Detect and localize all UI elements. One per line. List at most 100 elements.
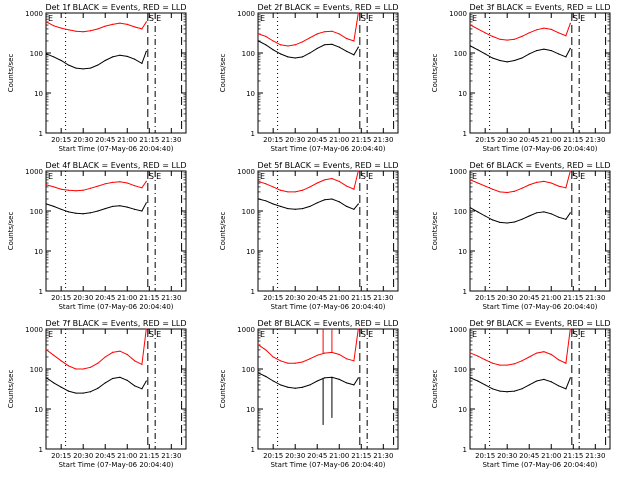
detector-plot-6f: Det 6f BLACK = Events, RED = LLD 1 10 100 10…	[431, 161, 611, 311]
x-axis-label: Start Time (07-May-06 20:04:40)	[270, 461, 385, 469]
events-data-point	[82, 392, 84, 394]
start-marker-label: E	[260, 330, 265, 339]
events-data-point	[134, 208, 136, 210]
x-tick-label: 21:30	[161, 452, 181, 460]
y-tick-label: 1000	[449, 168, 467, 176]
events-data-point	[67, 211, 70, 213]
lld-data-point	[331, 30, 333, 32]
lld-data-point	[338, 353, 340, 356]
y-tick-label: 10	[34, 406, 43, 414]
events-data-point	[75, 392, 77, 394]
events-data-point	[265, 200, 267, 202]
events-data-point	[484, 215, 486, 217]
events-data-point	[294, 57, 296, 59]
lld-data-point	[338, 33, 340, 35]
events-data-point	[309, 52, 311, 54]
lld-data-point	[145, 21, 147, 23]
lld-data-point	[89, 187, 92, 189]
events-series-line	[470, 207, 571, 224]
saa-end-marker: E	[580, 330, 585, 339]
x-tick-label: 20:30	[285, 452, 305, 460]
events-data-point	[558, 385, 560, 387]
y-tick-label: 1000	[237, 10, 255, 18]
events-data-point	[521, 388, 523, 390]
events-data-point	[119, 54, 121, 56]
events-data-point	[357, 377, 359, 379]
events-data-point	[279, 53, 282, 55]
lld-data-point	[484, 185, 486, 187]
x-axis-label: Start Time (07-May-06 20:04:40)	[482, 461, 597, 469]
events-data-point	[272, 49, 274, 51]
events-data-point	[45, 377, 48, 379]
detector-plot-5f: Det 5f BLACK = Events, RED = LLD 1 10 100 10…	[219, 161, 399, 311]
events-data-point	[67, 390, 70, 392]
lld-data-point	[491, 362, 494, 364]
lld-data-point	[104, 25, 106, 27]
events-data-point	[97, 387, 99, 389]
start-marker-label: E	[472, 172, 477, 181]
lld-data-point	[569, 328, 571, 330]
y-tick-label: 10	[458, 90, 467, 98]
lld-data-point	[309, 358, 311, 360]
saa-end-marker: E	[156, 14, 161, 23]
events-data-point	[323, 199, 326, 201]
saa-end-marker: E	[580, 14, 585, 23]
y-tick-label: 10	[458, 406, 467, 414]
events-data-point	[346, 382, 348, 384]
y-tick-label: 10	[34, 90, 43, 98]
events-data-point	[279, 205, 282, 208]
events-data-point	[301, 56, 304, 58]
lld-data-point	[506, 39, 508, 41]
lld-data-point	[506, 191, 508, 194]
lld-data-point	[346, 37, 348, 40]
lld-data-point	[82, 189, 84, 191]
events-data-point	[97, 210, 99, 212]
saa-end-marker: E	[368, 14, 373, 23]
lld-data-point	[477, 182, 479, 184]
events-data-point	[353, 208, 355, 210]
lld-data-point	[119, 181, 121, 183]
detector-plot-4f: Det 4f BLACK = Events, RED = LLD 1 10 100 10…	[7, 161, 187, 311]
events-data-point	[565, 56, 567, 58]
plot-frame	[257, 170, 399, 292]
lld-data-point	[134, 26, 136, 28]
saa-start-marker: S	[361, 172, 366, 181]
detector-plot-2f: Det 2f BLACK = Events, RED = LLD 1 10 100 10…	[219, 3, 399, 153]
lld-data-point	[272, 186, 274, 188]
events-data-point	[558, 216, 560, 218]
x-tick-label: 21:15	[351, 452, 371, 460]
saa-start-marker: S	[361, 330, 366, 339]
y-tick-label: 100	[242, 366, 255, 374]
events-data-point	[60, 59, 62, 62]
lld-data-point	[111, 351, 114, 354]
lld-data-point	[301, 41, 304, 43]
y-tick-label: 1	[39, 130, 43, 138]
x-tick-label: 21:00	[329, 452, 349, 460]
plot-title: Det 6f BLACK = Events, RED = LLD	[469, 161, 610, 170]
x-tick-label: 21:00	[117, 294, 137, 302]
events-data-point	[499, 221, 501, 223]
x-tick-label: 20:15	[51, 452, 71, 460]
lld-data-point	[82, 31, 84, 33]
x-tick-label: 20:30	[73, 452, 93, 460]
saa-start-marker: S	[149, 172, 154, 181]
events-data-point	[53, 56, 55, 58]
events-data-point	[528, 384, 530, 386]
events-data-point	[323, 377, 326, 379]
saa-end-marker: E	[156, 330, 161, 339]
events-data-point	[357, 203, 359, 205]
events-data-point	[45, 53, 48, 55]
lld-data-point	[257, 180, 260, 182]
plot-frame	[45, 328, 187, 450]
events-data-point	[53, 205, 55, 208]
y-tick-label: 10	[458, 248, 467, 256]
lld-data-point	[89, 30, 92, 32]
events-data-point	[338, 201, 340, 203]
events-data-point	[287, 386, 289, 388]
lld-data-point	[287, 191, 289, 193]
lld-data-point	[346, 185, 348, 187]
x-tick-label: 21:15	[351, 294, 371, 302]
lld-data-point	[323, 352, 326, 354]
events-data-point	[535, 380, 538, 382]
lld-data-point	[550, 28, 552, 30]
